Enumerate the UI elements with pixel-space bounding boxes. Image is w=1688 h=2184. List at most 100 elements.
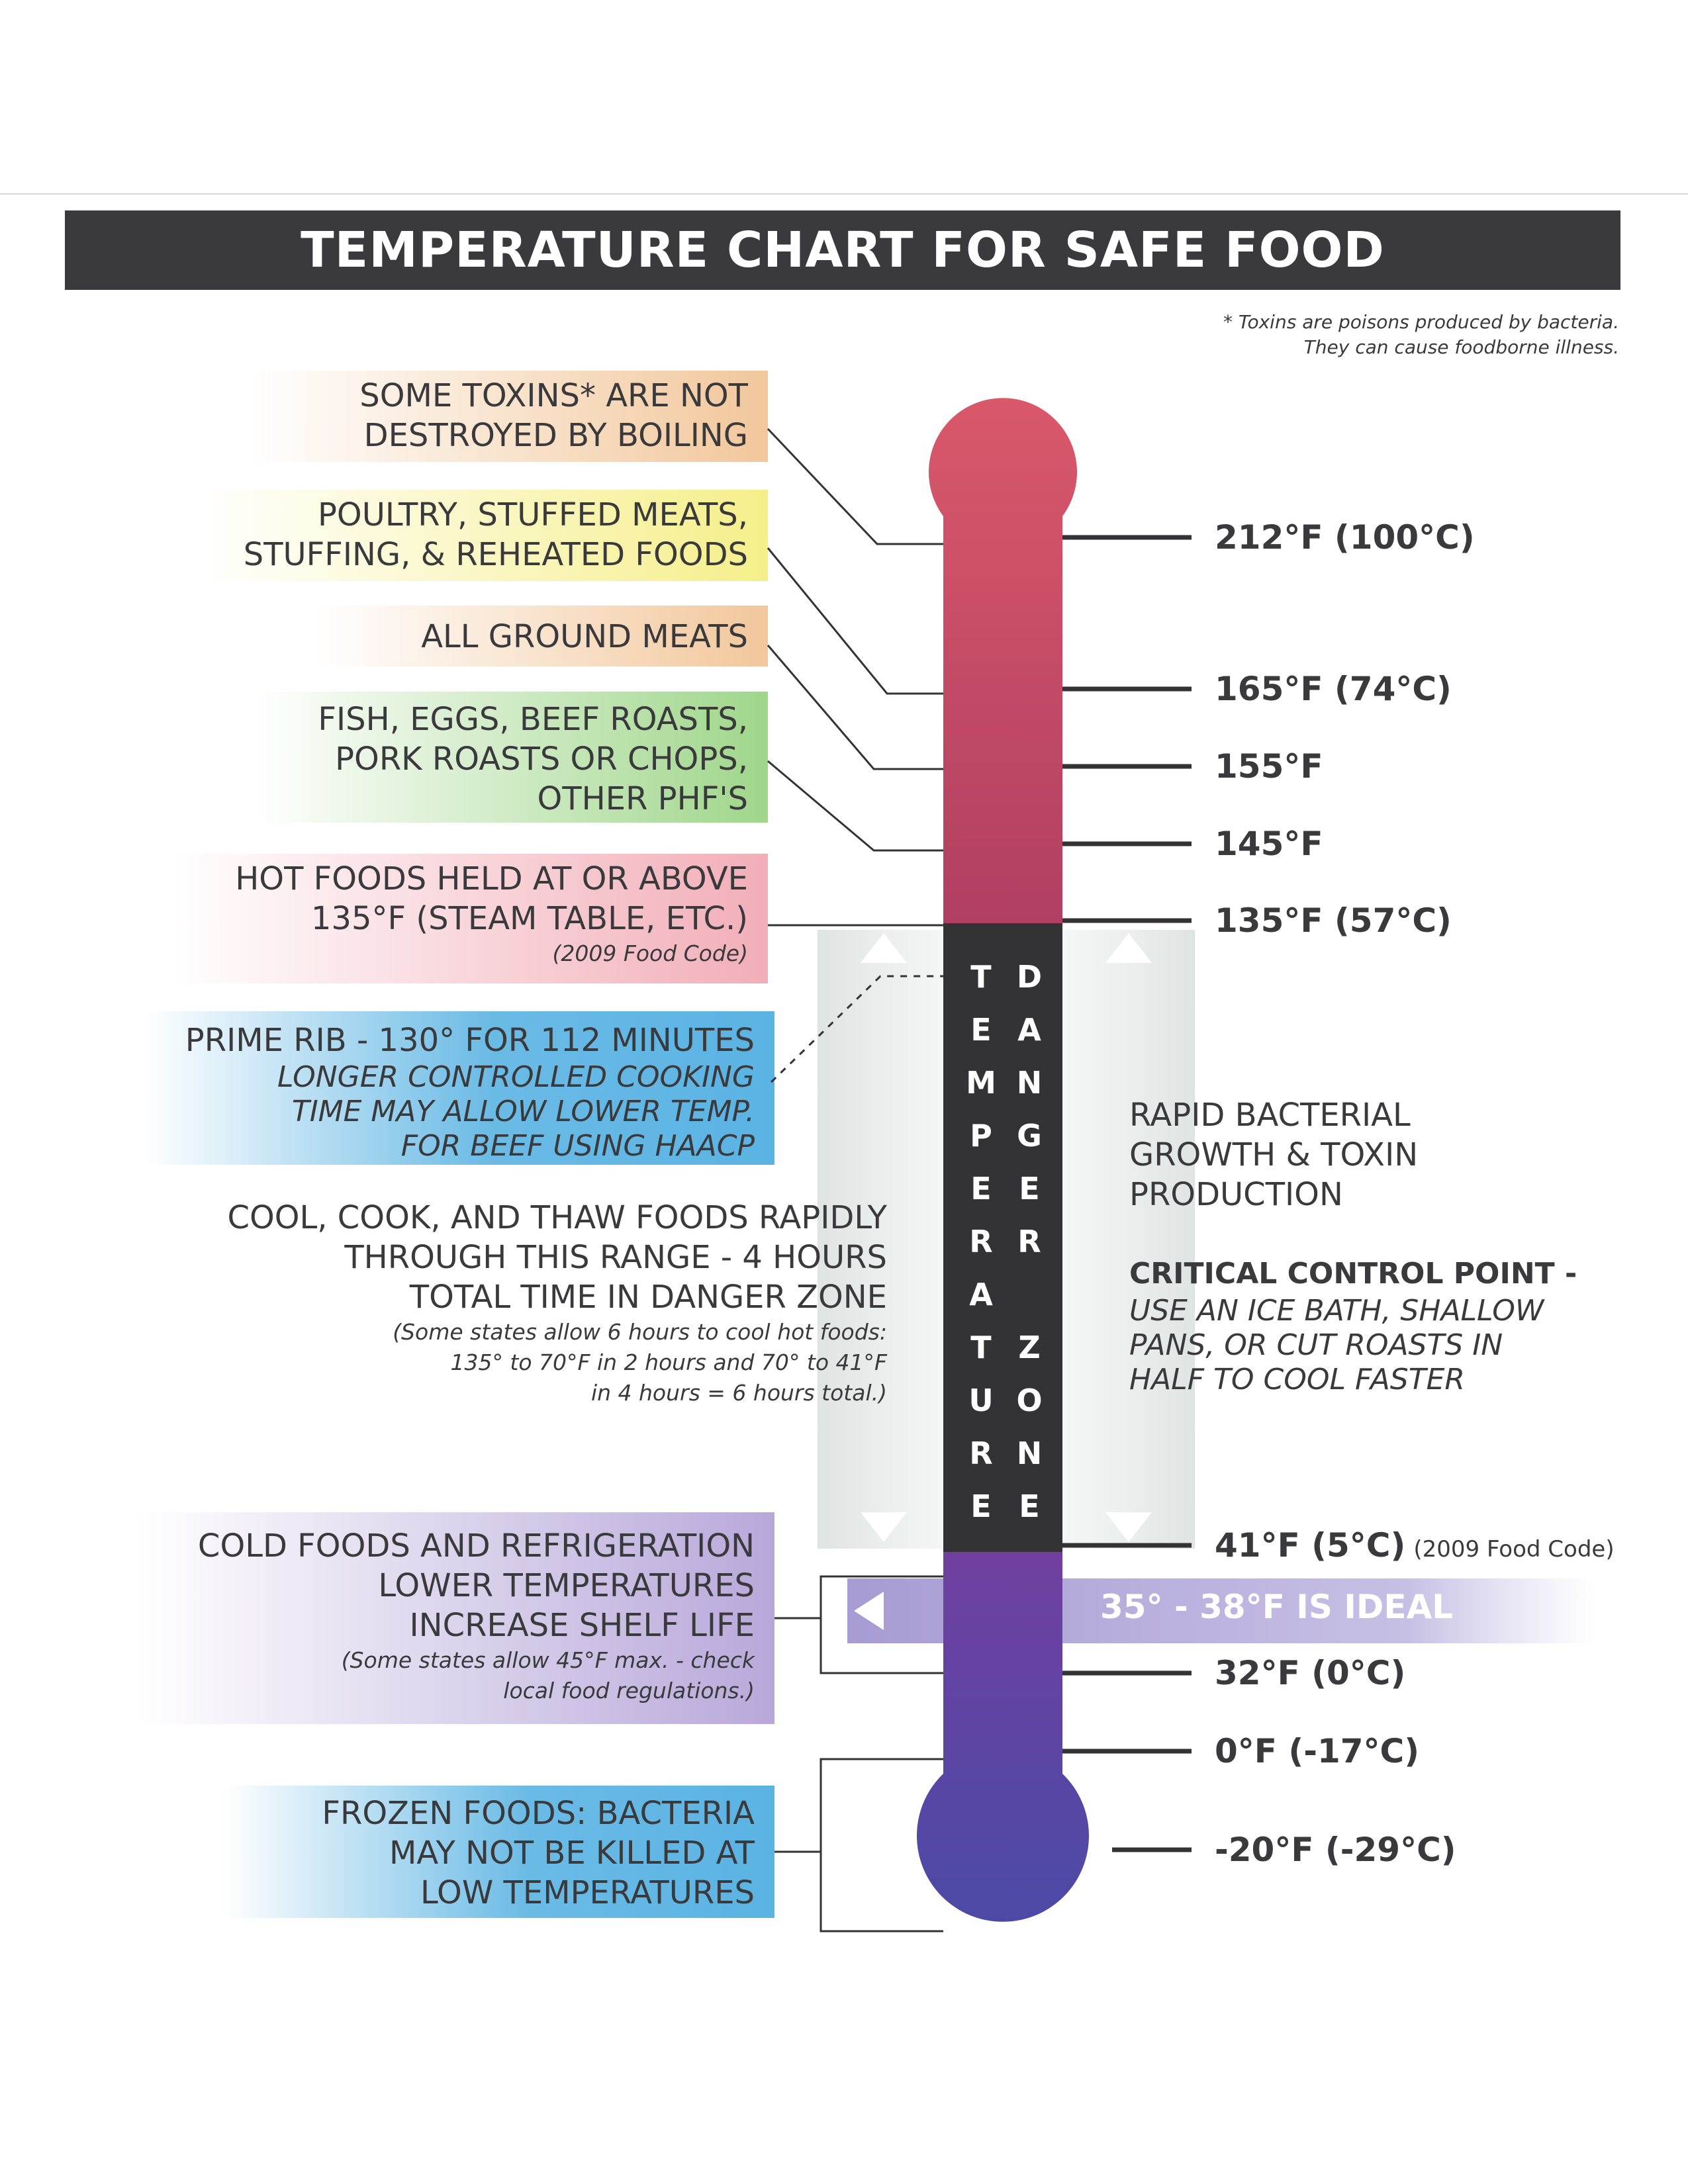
- label-line: FOR BEEF USING HAACP: [400, 1129, 755, 1163]
- label-box-prime: [146, 1011, 774, 1165]
- thermometer-cold-section: [917, 1552, 1089, 1922]
- label-note: local food regulations.): [503, 1678, 755, 1704]
- temp-label-32: 32°F (0°C): [1215, 1654, 1406, 1692]
- letter: M: [966, 1065, 996, 1101]
- text-line: PANS, OR CUT ROASTS IN: [1129, 1328, 1503, 1362]
- label-frozen: FROZEN FOODS: BACTERIA MAY NOT BE KILLED…: [199, 1792, 774, 1914]
- letter: E: [970, 1488, 992, 1524]
- temp-note: (2009 Food Code): [1413, 1536, 1615, 1563]
- temp-label-145: 145°F: [1215, 825, 1323, 863]
- letter: P: [970, 1118, 992, 1154]
- label-note: in 4 hours = 6 hours total.): [590, 1380, 887, 1406]
- letter: N: [1016, 1435, 1043, 1471]
- label-line: PORK ROASTS OR CHOPS,: [335, 741, 748, 778]
- label-prime-rib: PRIME RIB - 130° FOR 112 MINUTES LONGER …: [99, 1019, 774, 1165]
- temp-label-135: 135°F (57°C): [1215, 901, 1452, 940]
- arrow-down-icon: [861, 1512, 907, 1542]
- temp-label-212: 212°F (100°C): [1215, 518, 1475, 557]
- arrow-up-icon: [861, 933, 907, 963]
- letter: R: [969, 1435, 993, 1471]
- letter: T: [970, 959, 992, 995]
- label-line: MAY NOT BE KILLED AT: [389, 1835, 755, 1872]
- label-box-toxins: [252, 371, 768, 462]
- label-line: DESTROYED BY BOILING: [363, 417, 748, 454]
- label-line: POULTRY, STUFFED MEATS,: [317, 496, 748, 533]
- label-ground: ALL GROUND MEATS: [146, 615, 768, 658]
- label-line: TIME MAY ALLOW LOWER TEMP.: [291, 1095, 755, 1128]
- label-line: INCREASE SHELF LIFE: [409, 1607, 755, 1644]
- letter: N: [1016, 1065, 1043, 1101]
- label-line: PRIME RIB - 130° FOR 112 MINUTES: [185, 1022, 755, 1059]
- label-box-frozen: [225, 1786, 774, 1918]
- label-note: 135° to 70°F in 2 hours and 70° to 41°F: [450, 1349, 887, 1375]
- temp-label-155: 155°F: [1215, 747, 1323, 786]
- label-fish: FISH, EGGS, BEEF ROASTS, PORK ROASTS OR …: [146, 698, 768, 820]
- label-line: FROZEN FOODS: BACTERIA: [322, 1795, 755, 1832]
- footnote-line: They can cause foodborne illness.: [1303, 336, 1619, 358]
- letter: R: [969, 1224, 993, 1259]
- label-line: FISH, EGGS, BEEF ROASTS,: [318, 701, 748, 738]
- letter: O: [1016, 1383, 1043, 1418]
- label-line: THROUGH THIS RANGE - 4 HOURS: [344, 1239, 887, 1276]
- label-line: LOW TEMPERATURES: [420, 1874, 755, 1911]
- footnote-line: * Toxins are poisons produced by bacteri…: [1223, 311, 1619, 333]
- page-title: TEMPERATURE CHART FOR SAFE FOOD: [65, 210, 1620, 290]
- leader-cold-bracket: [820, 1575, 943, 1674]
- label-box-hot: [172, 854, 768, 983]
- temp-label-0: 0°F (-17°C): [1215, 1732, 1420, 1770]
- thermometer-hot-section: [929, 398, 1078, 923]
- label-box-fish: [258, 692, 768, 823]
- label-poultry: POULTRY, STUFFED MEATS, STUFFING, & REHE…: [146, 494, 768, 576]
- label-note: (2009 Food Code): [552, 940, 748, 966]
- temp-label-41: 41°F (5°C) (2009 Food Code): [1215, 1525, 1615, 1569]
- label-toxins: SOME TOXINS* ARE NOT DESTROYED BY BOILIN…: [146, 375, 768, 457]
- letter: R: [1017, 1224, 1041, 1259]
- label-line: STUFFING, & REHEATED FOODS: [243, 536, 748, 573]
- leader-toxins: [767, 428, 943, 545]
- top-rule: [0, 193, 1688, 195]
- temp-label-165: 165°F (74°C): [1215, 670, 1452, 708]
- label-line: COOL, COOK, AND THAW FOODS RAPIDLY: [227, 1199, 887, 1236]
- letter: G: [1017, 1118, 1042, 1154]
- danger-word-temperature: T E M P E R A T U R E: [964, 950, 998, 1533]
- arrow-up-icon: [1105, 933, 1152, 963]
- letter: Z: [1018, 1330, 1041, 1365]
- danger-word-zone: Z O N E: [1013, 1321, 1046, 1533]
- text-line: PRODUCTION: [1129, 1176, 1343, 1213]
- letter: D: [1016, 959, 1043, 995]
- letter: E: [970, 1012, 992, 1048]
- ideal-range-label: 35° - 38°F IS IDEAL: [1100, 1588, 1454, 1626]
- text-line: CRITICAL CONTROL POINT -: [1129, 1257, 1577, 1291]
- arrow-down-icon: [1105, 1512, 1152, 1542]
- label-line: SOME TOXINS* ARE NOT: [359, 377, 748, 414]
- leader-poultry: [767, 547, 943, 695]
- label-line: LONGER CONTROLLED COOKING: [277, 1060, 755, 1094]
- text-line: GROWTH & TOXIN: [1129, 1136, 1419, 1173]
- label-line: HOT FOODS HELD AT OR ABOVE: [235, 860, 748, 897]
- label-box-cold: [139, 1512, 774, 1724]
- temp-value: 41°F (5°C): [1215, 1526, 1406, 1565]
- label-line: TOTAL TIME IN DANGER ZONE: [409, 1279, 887, 1316]
- temp-label-minus20: -20°F (-29°C): [1215, 1831, 1456, 1869]
- text-line: HALF TO COOL FASTER: [1129, 1363, 1465, 1396]
- letter: U: [968, 1383, 994, 1418]
- thermometer-danger-section: [943, 923, 1062, 1552]
- label-note: (Some states allow 45°F max. - check: [341, 1647, 755, 1673]
- letter: T: [970, 1330, 992, 1365]
- danger-word-danger: D A N G E R: [1013, 950, 1046, 1268]
- leader-prime: [770, 975, 943, 1083]
- leader-fish: [767, 760, 943, 852]
- rapid-growth-text: RAPID BACTERIAL GROWTH & TOXIN PRODUCTIO…: [1129, 1095, 1418, 1214]
- critical-control-text: CRITICAL CONTROL POINT - USE AN ICE BATH…: [1129, 1254, 1577, 1397]
- label-hot: HOT FOODS HELD AT OR ABOVE 135°F (STEAM …: [146, 858, 768, 970]
- label-box-ground: [318, 606, 768, 666]
- label-line: LOWER TEMPERATURES: [378, 1567, 755, 1604]
- footnote: * Toxins are poisons produced by bacteri…: [1023, 310, 1619, 360]
- label-box-poultry: [199, 490, 768, 581]
- letter: A: [1017, 1012, 1041, 1048]
- leader-ground: [767, 645, 943, 770]
- label-line: 135°F (STEAM TABLE, ETC.): [310, 900, 748, 937]
- label-cool: COOL, COOK, AND THAW FOODS RAPIDLY THROU…: [132, 1198, 887, 1408]
- letter: E: [1019, 1171, 1040, 1206]
